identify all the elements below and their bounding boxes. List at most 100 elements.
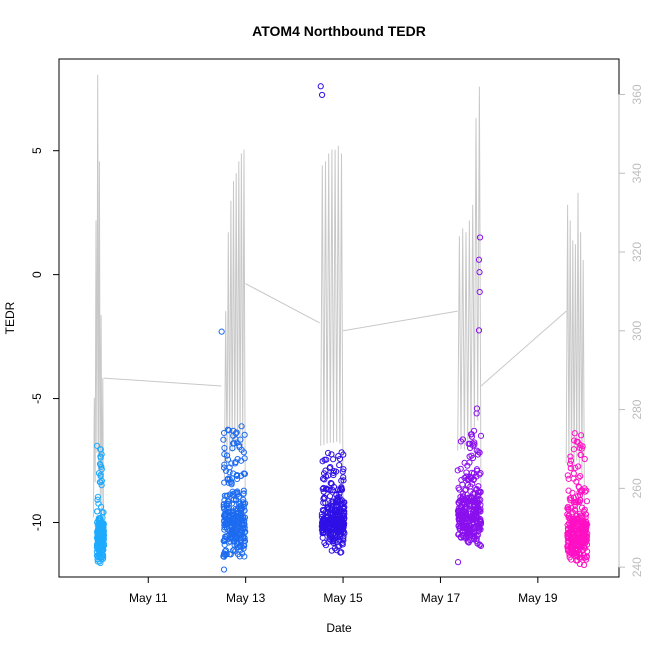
data-point-series-3	[336, 461, 343, 469]
data-point-series-4	[461, 474, 468, 482]
data-point-series-4	[455, 523, 462, 530]
data-point-series-3	[326, 505, 333, 513]
x-tick-label: May 13	[226, 591, 266, 605]
y-tick-label: -10	[30, 513, 44, 531]
chart-title: ATOM4 Northbound TEDR	[252, 23, 426, 39]
data-point-series-2	[234, 488, 241, 495]
data-point-series-3	[319, 506, 326, 514]
data-point-series-5	[565, 475, 572, 482]
data-point-series-2	[221, 497, 228, 504]
data-point-series-3	[338, 449, 345, 456]
data-point-series-4	[476, 518, 484, 525]
y2-tick-label: 340	[630, 163, 644, 183]
x-tick-label: May 11	[129, 591, 168, 605]
data-point-series-5	[582, 514, 589, 521]
data-point-series-5	[580, 561, 588, 569]
data-point-series-5	[576, 444, 583, 451]
data-point-series-2	[240, 487, 247, 494]
data-point-series-2	[233, 429, 240, 436]
data-point-series-3	[330, 456, 337, 463]
data-point-series-4	[473, 447, 480, 454]
data-point-series-1	[93, 442, 101, 449]
outlier-point-series-4	[475, 327, 483, 334]
data-point-series-5	[571, 430, 578, 437]
data-point-series-5	[582, 488, 589, 495]
data-point-series-2	[226, 491, 233, 498]
data-point-series-3	[333, 519, 340, 526]
data-point-series-4	[473, 473, 480, 480]
data-point-series-5	[578, 504, 586, 511]
data-point-series-5	[577, 544, 584, 552]
data-point-series-2	[232, 458, 239, 466]
data-point-series-3	[322, 486, 330, 493]
outlier-point-series-3	[317, 83, 324, 90]
data-point-series-5	[571, 437, 578, 444]
data-point-series-4	[470, 442, 477, 449]
line-segment-5	[565, 192, 585, 528]
data-point-series-3	[328, 480, 335, 487]
data-point-series-1	[94, 546, 101, 553]
data-point-series-2	[221, 548, 229, 555]
data-point-series-2	[240, 535, 247, 542]
data-point-series-2	[222, 519, 230, 526]
line-segment-2	[223, 149, 246, 520]
data-point-series-2	[225, 539, 232, 546]
data-point-series-2	[220, 503, 227, 510]
data-point-series-3	[319, 485, 326, 493]
data-point-series-5	[573, 527, 580, 534]
data-point-series-2	[241, 528, 248, 536]
data-point-series-3	[322, 520, 329, 527]
outlier-point-series-4	[473, 405, 481, 412]
data-point-series-4	[477, 432, 485, 439]
data-point-series-1	[98, 451, 105, 458]
data-point-series-5	[565, 507, 572, 514]
data-point-series-2	[234, 505, 241, 513]
data-point-series-5	[581, 529, 588, 537]
data-point-series-3	[320, 529, 327, 536]
data-point-series-4	[464, 462, 471, 469]
data-point-series-4	[475, 483, 482, 490]
data-point-series-4	[462, 486, 469, 493]
data-point-series-4	[476, 524, 483, 531]
data-point-series-2	[232, 489, 239, 497]
data-point-series-3	[338, 477, 345, 484]
data-point-series-4	[477, 501, 484, 508]
data-point-series-3	[330, 535, 337, 543]
data-point-series-2	[240, 538, 247, 545]
data-point-series-1	[95, 525, 102, 532]
data-point-series-4	[477, 542, 485, 550]
data-point-series-4	[459, 497, 467, 504]
data-point-series-3	[321, 495, 328, 502]
data-point-series-2	[224, 498, 231, 505]
data-point-series-4	[477, 470, 484, 477]
data-point-series-5	[567, 457, 575, 464]
data-point-series-5	[570, 446, 578, 453]
data-point-series-2	[239, 529, 246, 536]
data-point-series-1	[98, 525, 105, 532]
data-point-series-5	[583, 556, 590, 563]
data-point-series-4	[468, 433, 476, 440]
data-point-series-3	[320, 495, 327, 502]
y2-tick-label: 260	[630, 478, 644, 498]
data-point-series-5	[581, 455, 588, 463]
data-point-series-3	[328, 498, 335, 505]
data-point-series-3	[335, 452, 342, 460]
data-point-series-1	[97, 462, 104, 469]
data-point-series-3	[321, 516, 328, 523]
data-point-series-4	[455, 484, 462, 491]
data-point-series-2	[229, 520, 236, 527]
data-point-series-4	[469, 480, 476, 487]
data-point-series-2	[229, 512, 236, 519]
data-point-series-4	[457, 465, 464, 472]
data-point-series-1	[97, 454, 104, 461]
line-connector-2	[245, 283, 320, 324]
x-tick-label: May 17	[421, 591, 461, 605]
data-point-series-4	[464, 476, 471, 483]
data-point-series-2	[225, 512, 232, 520]
data-point-series-4	[461, 525, 468, 532]
data-point-series-5	[575, 463, 582, 470]
data-point-series-3	[327, 487, 334, 494]
data-point-series-5	[567, 465, 574, 472]
data-point-series-2	[226, 469, 233, 476]
